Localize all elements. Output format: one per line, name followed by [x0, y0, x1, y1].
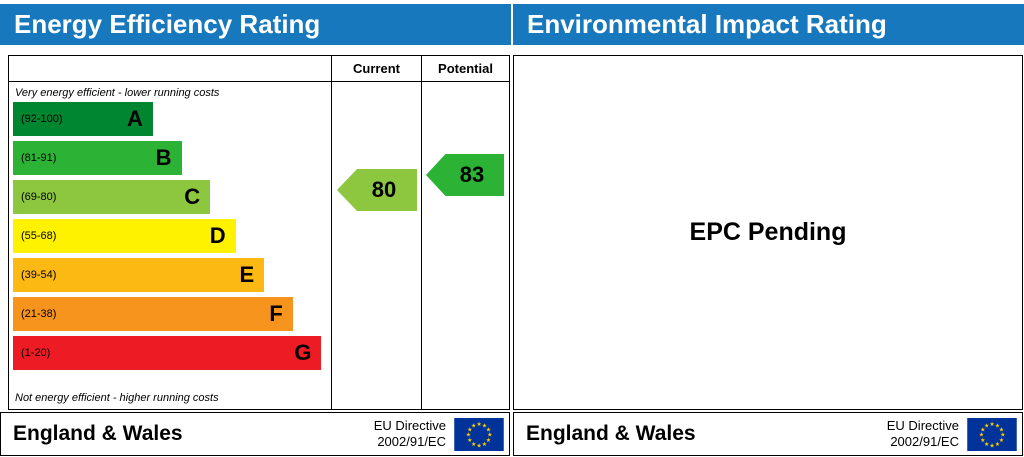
band-letter: A — [127, 106, 143, 131]
eu-directive-text: EU Directive 2002/91/EC — [887, 418, 959, 449]
footer-right: England & Wales EU Directive 2002/91/EC … — [513, 412, 1023, 456]
svg-text:★: ★ — [989, 420, 994, 427]
band-range: (21-38) — [21, 308, 57, 320]
band-A: (92-100) A — [13, 102, 153, 136]
svg-text:★: ★ — [979, 431, 984, 438]
svg-text:★: ★ — [482, 422, 487, 429]
energy-efficiency-chart: Current Potential Very energy efficient … — [8, 55, 510, 410]
svg-text:★: ★ — [995, 422, 1000, 429]
svg-text:★: ★ — [471, 440, 476, 447]
current-arrow: 80 — [337, 169, 417, 211]
eu-directive-line2: 2002/91/EC — [890, 434, 959, 449]
environmental-impact-panel: EPC Pending — [513, 55, 1023, 410]
svg-text:★: ★ — [980, 426, 985, 433]
svg-text:★: ★ — [1000, 431, 1005, 438]
band-range: (92-100) — [21, 113, 63, 125]
svg-text:★: ★ — [486, 426, 491, 433]
band-C: (69-80) C — [13, 180, 211, 214]
eu-directive-line1: EU Directive — [886, 418, 959, 434]
svg-text:★: ★ — [476, 442, 481, 449]
svg-text:★: ★ — [999, 426, 1004, 433]
header-bar-right: Environmental Impact Rating — [513, 4, 1024, 45]
region-label: England & Wales — [526, 422, 696, 445]
eu-directive-line2: 2002/91/EC — [377, 434, 446, 449]
band-letter: D — [209, 223, 226, 248]
band-G: (1-20) G — [13, 336, 322, 370]
band-F: (21-38) F — [13, 297, 293, 331]
bottom-note: Not energy efficient - higher running co… — [15, 392, 219, 404]
directive-group: EU Directive 2002/91/EC ★ ★ ★ ★ ★ ★ ★ ★ ★ ★ ★ ★ — [374, 417, 509, 451]
svg-text:★: ★ — [487, 431, 492, 438]
band-range: (81-91) — [21, 152, 57, 164]
band-letter: B — [155, 145, 172, 170]
svg-text:★: ★ — [984, 440, 989, 447]
svg-text:★: ★ — [999, 437, 1004, 444]
svg-text:★: ★ — [486, 437, 491, 444]
current-column-divider — [331, 56, 332, 409]
region-label: England & Wales — [13, 422, 183, 445]
eu-directive-line1: EU Directive — [373, 418, 446, 434]
energy-rating-title: Energy Efficiency Rating — [14, 9, 321, 39]
band-range: (69-80) — [21, 191, 57, 203]
band-letter: G — [294, 340, 312, 365]
svg-text:★: ★ — [467, 437, 472, 444]
footer-left: England & Wales EU Directive 2002/91/EC … — [0, 412, 510, 456]
svg-text:★: ★ — [482, 440, 487, 447]
svg-text:★: ★ — [466, 431, 471, 438]
svg-text:★: ★ — [989, 442, 994, 449]
potential-column-header: Potential — [438, 61, 493, 76]
svg-text:★: ★ — [995, 440, 1000, 447]
potential-arrow: 83 — [426, 154, 504, 196]
svg-text:★: ★ — [980, 437, 985, 444]
environmental-rating-title: Environmental Impact Rating — [527, 9, 887, 39]
top-note: Very energy efficient - lower running co… — [15, 87, 220, 99]
svg-text:★: ★ — [467, 426, 472, 433]
band-E: (39-54) E — [13, 258, 265, 292]
potential-value: 83 — [459, 162, 485, 187]
eu-flag: ★ ★★★★★★★★★★★ — [454, 417, 504, 451]
header-bar-left: Energy Efficiency Rating — [0, 4, 511, 45]
band-range: (55-68) — [21, 230, 57, 242]
band-range: (1-20) — [21, 347, 51, 359]
bands: (92-100) A (81-91) B (69-80) C (55-68) D (39-54)… — [13, 102, 331, 375]
eu-flag: ★ ★★★★★★★★★★★ — [967, 417, 1017, 451]
current-column-header: Current — [353, 61, 400, 76]
epc-pending-text: EPC Pending — [689, 218, 847, 246]
svg-text:★: ★ — [984, 422, 989, 429]
svg-text:★: ★ — [471, 422, 476, 429]
directive-group: EU Directive 2002/91/EC ★ ★ ★ ★ ★ ★ ★ ★ ★ ★ ★ ★ — [887, 417, 1022, 451]
potential-column-divider — [421, 56, 422, 409]
current-value: 80 — [371, 177, 397, 202]
band-range: (39-54) — [21, 269, 57, 281]
band-letter: C — [184, 184, 201, 209]
band-B: (81-91) B — [13, 141, 182, 175]
eu-directive-text: EU Directive 2002/91/EC — [374, 418, 446, 449]
svg-text:★: ★ — [476, 420, 481, 427]
band-D: (55-68) D — [13, 219, 236, 253]
band-letter: F — [269, 301, 283, 326]
column-header-row — [9, 56, 509, 82]
band-letter: E — [239, 262, 255, 287]
